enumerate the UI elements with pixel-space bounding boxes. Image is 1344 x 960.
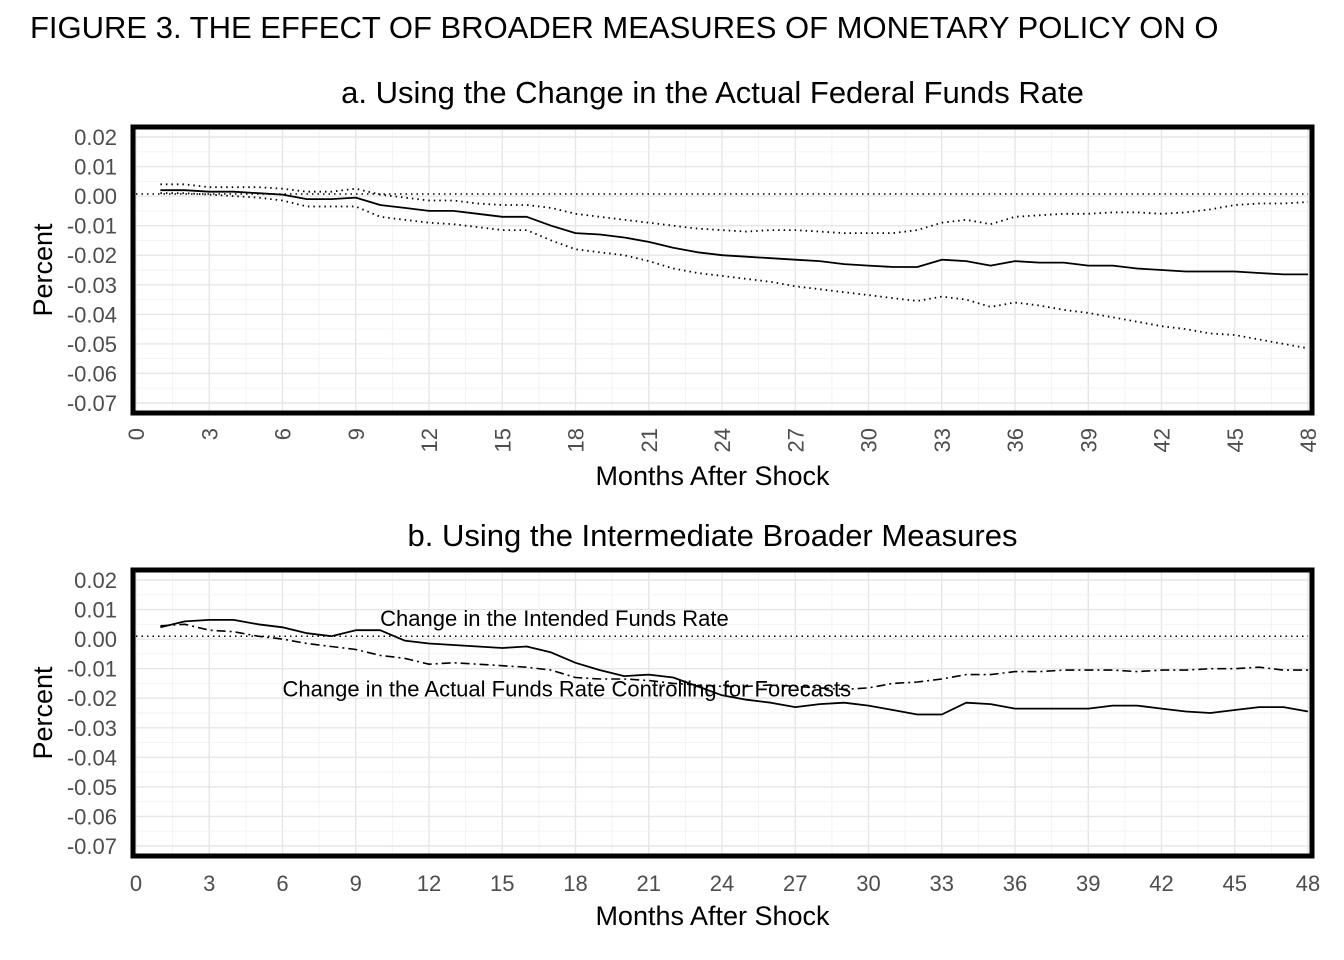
x-tick-label: 9 — [344, 428, 369, 440]
x-tick-label: 6 — [276, 871, 288, 896]
y-tick-label: -0.03 — [67, 716, 117, 741]
y-tick-label: -0.04 — [67, 302, 117, 327]
y-tick-label: -0.02 — [67, 243, 117, 268]
x-tick-label: 6 — [271, 428, 296, 440]
x-tick-label: 0 — [130, 871, 142, 896]
x-tick-label: 36 — [1003, 428, 1028, 452]
x-tick-label: 15 — [490, 428, 515, 452]
x-tick-label: 27 — [783, 871, 807, 896]
x-tick-label: 33 — [930, 428, 955, 452]
series-line-1-solid — [160, 189, 1308, 276]
series-line-2-dashdot — [160, 623, 1308, 691]
x-tick-label: 27 — [783, 428, 808, 452]
y-tick-label: -0.05 — [67, 775, 117, 800]
y-tick-label: -0.01 — [67, 214, 117, 239]
x-tick-label: 0 — [124, 428, 149, 440]
x-tick-label: 48 — [1296, 428, 1321, 452]
x-tick-label: 39 — [1076, 871, 1100, 896]
x-tick-label: 42 — [1150, 428, 1175, 452]
x-tick-label: 48 — [1296, 871, 1320, 896]
chart-title: a. Using the Change in the Actual Federa… — [341, 75, 1084, 110]
series-line-3-dotted — [160, 192, 1309, 350]
x-tick-label: 15 — [490, 871, 514, 896]
x-tick-label: 45 — [1223, 871, 1247, 896]
x-tick-label: 36 — [1003, 871, 1027, 896]
series-line-1-solid — [160, 619, 1309, 716]
x-tick-label: 12 — [417, 428, 442, 452]
y-tick-label: 0.00 — [74, 184, 117, 209]
annotation-label-1: Change in the Actual Funds Rate Controll… — [283, 677, 852, 702]
y-tick-label: -0.03 — [67, 273, 117, 298]
y-axis-label: Percent — [28, 666, 58, 760]
chart-panel-a: a. Using the Change in the Actual Federa… — [28, 75, 1321, 491]
y-tick-label: -0.07 — [67, 391, 117, 416]
y-tick-label: 0.02 — [74, 125, 117, 150]
x-tick-label: 30 — [857, 428, 882, 452]
x-tick-label: 18 — [564, 428, 589, 452]
x-tick-label: 33 — [930, 871, 954, 896]
x-tick-label: 21 — [637, 428, 662, 452]
x-tick-label: 3 — [197, 428, 222, 440]
plot-frame — [130, 567, 1315, 859]
plot-frame — [130, 124, 1315, 416]
x-tick-label: 24 — [710, 428, 735, 452]
series-line-2-dotted — [160, 183, 1309, 235]
x-axis-label: Months After Shock — [595, 901, 830, 931]
y-tick-label: -0.07 — [67, 834, 117, 859]
y-axis-label: Percent — [28, 223, 58, 317]
y-tick-label: 0.02 — [74, 568, 117, 593]
y-tick-label: -0.06 — [67, 804, 117, 829]
x-tick-label: 12 — [417, 871, 441, 896]
annotation-label-0: Change in the Intended Funds Rate — [380, 606, 729, 631]
y-tick-label: -0.01 — [67, 657, 117, 682]
y-tick-label: 0.01 — [74, 598, 117, 623]
x-tick-label: 39 — [1076, 428, 1101, 452]
y-tick-label: -0.02 — [67, 686, 117, 711]
y-tick-label: -0.04 — [67, 745, 117, 770]
x-tick-label: 9 — [350, 871, 362, 896]
chart-title: b. Using the Intermediate Broader Measur… — [408, 518, 1018, 553]
y-tick-label: 0.00 — [74, 627, 117, 652]
figure-title: FIGURE 3. THE EFFECT OF BROADER MEASURES… — [30, 10, 1219, 45]
x-tick-label: 24 — [710, 871, 734, 896]
x-tick-label: 42 — [1149, 871, 1173, 896]
x-tick-label: 45 — [1223, 428, 1248, 452]
x-tick-label: 21 — [637, 871, 661, 896]
x-tick-label: 3 — [203, 871, 215, 896]
x-tick-label: 18 — [563, 871, 587, 896]
x-axis-label: Months After Shock — [595, 461, 830, 491]
y-tick-label: 0.01 — [74, 155, 117, 180]
x-tick-label: 30 — [856, 871, 880, 896]
y-tick-label: -0.06 — [67, 361, 117, 386]
chart-panel-b: b. Using the Intermediate Broader Measur… — [28, 518, 1320, 931]
y-tick-label: -0.05 — [67, 332, 117, 357]
